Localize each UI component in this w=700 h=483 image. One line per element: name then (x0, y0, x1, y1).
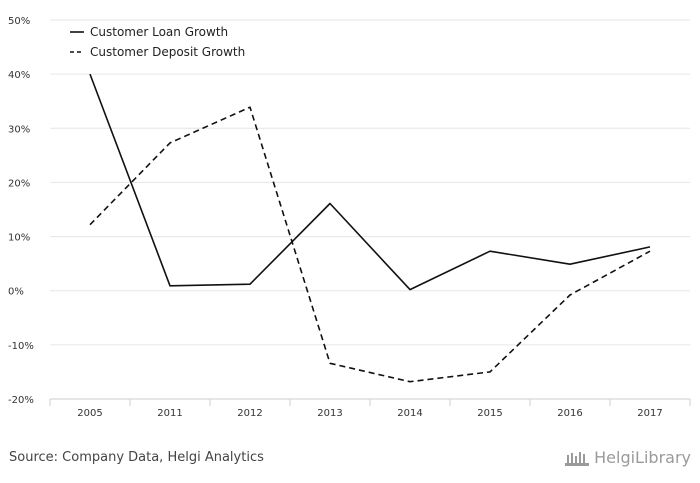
y-tick-label: 0% (8, 287, 24, 298)
helgi-library-logo: HelgiLibrary (564, 448, 691, 467)
x-tick-label: 2013 (317, 408, 342, 419)
series-line-customer-deposit-growth (89, 106, 651, 383)
x-tick-label: 2017 (637, 408, 662, 419)
source-note: Source: Company Data, Helgi Analytics (9, 450, 264, 465)
legend-label: Customer Deposit Growth (90, 45, 245, 59)
y-axis: 50% 40% 30% 20% 10% 0% -10% -20% (8, 16, 34, 406)
x-tick-label: 2015 (477, 408, 502, 419)
y-tick-label: -20% (8, 395, 34, 406)
y-tick-label: 20% (8, 178, 30, 189)
y-tick-label: -10% (8, 341, 34, 352)
legend-label: Customer Loan Growth (90, 25, 228, 39)
series-lines (89, 73, 651, 383)
library-building-icon (565, 451, 590, 466)
x-tick-label: 2011 (157, 408, 182, 419)
y-tick-label: 40% (8, 70, 30, 81)
logo-text: HelgiLibrary (594, 448, 691, 467)
y-tick-label: 10% (8, 233, 30, 244)
line-chart: 50%40%30%20%10%0%-10%-20% 2005 2011 2012 20… (8, 16, 691, 419)
y-tick-label: 30% (8, 124, 30, 135)
x-tick-label: 2012 (237, 408, 262, 419)
grid-lines (50, 19, 690, 346)
legend: Customer Loan Growth Customer Deposit Gro… (70, 25, 245, 59)
x-tick-label: 2016 (557, 408, 582, 419)
series-line-customer-loan-growth (89, 73, 651, 291)
y-tick-label: 50% (8, 16, 30, 27)
x-axis: 2005 2011 2012 2013 2014 2015 2016 2017 (49, 398, 691, 419)
x-tick-label: 2014 (397, 408, 422, 419)
x-tick-label: 2005 (77, 408, 102, 419)
